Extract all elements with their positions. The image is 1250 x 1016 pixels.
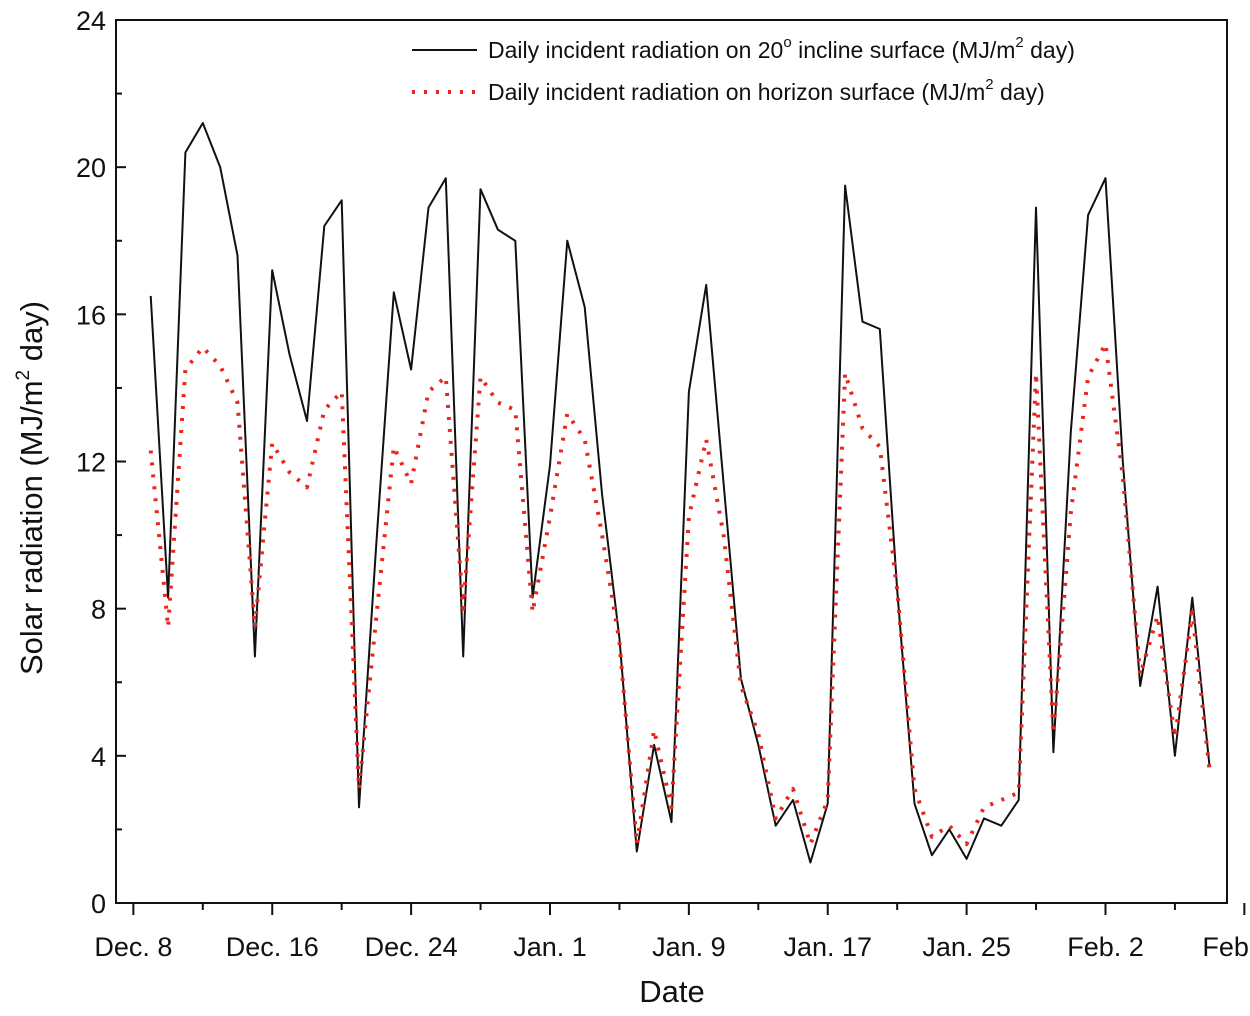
legend-horizon-prefix: Daily incident radiation on horizon surf… — [488, 79, 985, 105]
y-tick-label: 4 — [91, 742, 106, 772]
x-tick-label: Jan. 17 — [783, 932, 872, 962]
x-tick-label: Jan. 25 — [922, 932, 1011, 962]
y-axis-title: Solar radiation (MJ/m2 day) — [13, 301, 49, 675]
legend-incline-prefix: Daily incident radiation on 20 — [488, 37, 783, 63]
x-tick-label: Jan. 9 — [652, 932, 726, 962]
x-tick-label: Dec. 24 — [365, 932, 458, 962]
legend-horizon-sup: 2 — [985, 76, 993, 93]
y-tick-label: 20 — [76, 153, 106, 183]
x-tick-label: Jan. 1 — [513, 932, 587, 962]
x-axis: Dec. 8 Dec. 16 Dec. 24 Jan. 1 Jan. 9 Jan. 17 J… — [94, 903, 1250, 962]
y-tick-label: 16 — [76, 300, 106, 330]
x-tick-label: Feb. 2 — [1067, 932, 1144, 962]
legend-label-horizon: Daily incident radiation on horizon surf… — [488, 76, 1045, 105]
y-axis-title-sup: 2 — [13, 370, 34, 381]
x-tick-label: Dec. 16 — [226, 932, 319, 962]
legend-incline-suffix: day) — [1024, 37, 1075, 63]
x-tick-label: Dec. 8 — [94, 932, 172, 962]
series-group — [148, 122, 1212, 864]
x-tick-label: Feb.10 — [1202, 932, 1250, 962]
series-line-horizon — [148, 341, 1212, 847]
series-line-incline — [149, 122, 1211, 864]
legend-incline-sup: 2 — [1015, 34, 1023, 51]
legend-incline-mid: incline surface (MJ/m — [792, 37, 1016, 63]
y-tick-label: 8 — [91, 595, 106, 625]
y-axis: 0 4 8 12 16 20 24 — [76, 6, 126, 919]
legend-label-incline: Daily incident radiation on 20o incline … — [488, 34, 1075, 63]
y-tick-label: 24 — [76, 6, 106, 36]
y-axis-title-prefix: Solar radiation (MJ/m — [14, 380, 49, 675]
legend: Daily incident radiation on 20o incline … — [412, 34, 1075, 105]
legend-horizon-suffix: day) — [994, 79, 1045, 105]
y-tick-label: 0 — [91, 889, 106, 919]
x-axis-title: Date — [639, 974, 704, 1009]
y-tick-label: 12 — [76, 448, 106, 478]
legend-incline-deg: o — [783, 34, 791, 51]
y-axis-title-suffix: day) — [14, 301, 49, 370]
